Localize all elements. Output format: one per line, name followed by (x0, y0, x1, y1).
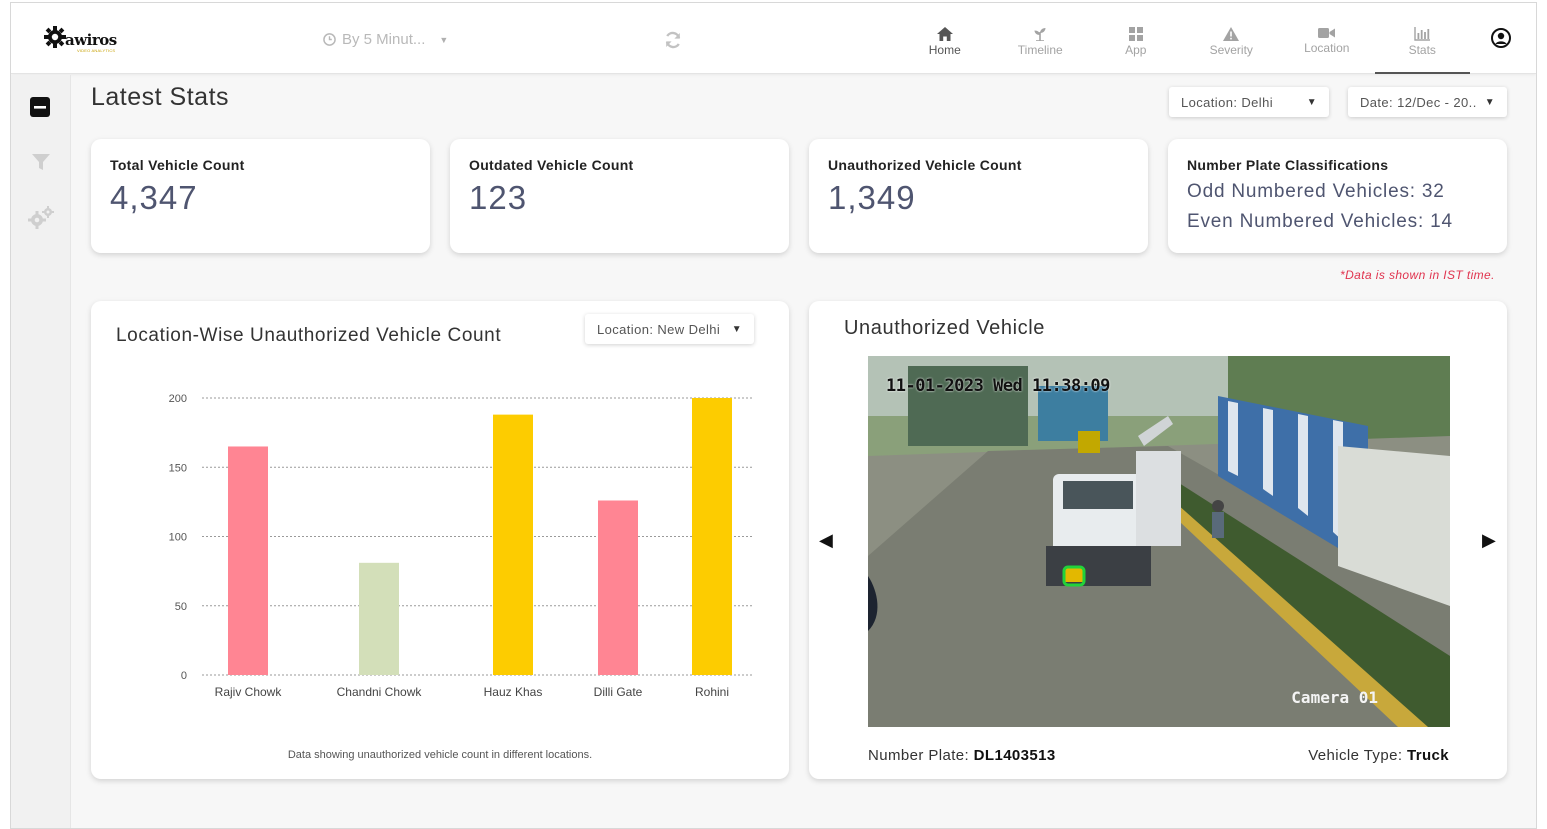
warning-icon (1223, 27, 1240, 41)
unauthorized-vehicle-value: 1,349 (828, 179, 916, 216)
total-vehicle-label: Total Vehicle Count (110, 157, 245, 173)
nav-app-label: App (1125, 43, 1147, 57)
chart-card: Location-Wise Unauthorized Vehicle Count… (91, 301, 789, 779)
sidebar (11, 75, 71, 828)
chart-caption: Data showing unauthorized vehicle count … (287, 749, 593, 761)
clock-icon (323, 33, 336, 46)
camera-snapshot: 11-01-2023 Wed 11:38:09 Camera 01 (868, 356, 1450, 727)
x-tick-label: Chandni Chowk (337, 685, 423, 699)
collapse-icon (30, 97, 50, 117)
app-window: awiros VIDEO ANALYTICS By 5 Minut... ▼ H… (10, 2, 1537, 829)
bar-chandni-chowk (359, 562, 399, 675)
logo-wordmark: awiros (65, 31, 117, 49)
vehicle-type-value: Truck (1406, 747, 1449, 764)
bar-rajiv-chowk (228, 446, 268, 675)
odd-vehicles-count: Odd Numbered Vehicles: 32 (1187, 181, 1445, 202)
y-tick-label: 100 (169, 532, 187, 544)
number-plate-info: Number Plate: DL1403513 (868, 747, 1056, 764)
chart-location-dropdown[interactable]: Location: New Delhi ▼ (585, 314, 754, 344)
chevron-down-icon: ▼ (439, 34, 449, 45)
vehicle-type-label: Vehicle Type: (1308, 747, 1403, 764)
camera-icon (1318, 28, 1336, 38)
x-tick-label: Dilli Gate (594, 685, 643, 699)
nav-stats-label: Stats (1408, 43, 1436, 57)
nav-severity-label: Severity (1209, 43, 1253, 57)
number-plate-label: Number Plate Classifications (1187, 157, 1389, 173)
date-filter-dropdown[interactable]: Date: 12/Dec - 20.. ▼ (1348, 87, 1507, 117)
outdated-vehicle-value: 123 (469, 179, 528, 216)
number-plate-card: Number Plate Classifications Odd Numbere… (1168, 139, 1507, 253)
unauthorized-vehicle-card: Unauthorized Vehicle Count 1,349 (809, 139, 1148, 253)
logo-subtext: VIDEO ANALYTICS (77, 48, 116, 53)
user-account-icon (1491, 28, 1511, 48)
even-vehicles-count: Even Numbered Vehicles: 14 (1187, 211, 1453, 232)
awiros-logo[interactable]: awiros VIDEO ANALYTICS (43, 23, 133, 57)
camera-timestamp: 11-01-2023 Wed 11:38:09 (886, 376, 1110, 396)
total-vehicle-card: Total Vehicle Count 4,347 (91, 139, 430, 253)
nav-location[interactable]: Location (1279, 3, 1375, 74)
nav-home[interactable]: Home (897, 3, 993, 74)
nav-location-label: Location (1304, 41, 1350, 55)
chevron-down-icon: ▼ (731, 323, 742, 335)
bar-chart: 0 50 100 150 200 Rajiv Chowk Chandni Chowk Hauz… (169, 393, 754, 699)
interval-label: By 5 Minut... (342, 31, 426, 48)
nav-home-label: Home (928, 43, 961, 57)
x-tick-label: Hauz Khas (484, 685, 543, 699)
y-tick-label: 150 (169, 462, 187, 474)
home-icon (936, 27, 953, 41)
page-title: Latest Stats (91, 83, 230, 111)
unauthorized-vehicle-label: Unauthorized Vehicle Count (828, 157, 1022, 173)
nav-stats[interactable]: Stats (1374, 3, 1471, 74)
y-tick-label: 200 (169, 393, 187, 405)
bar-hauz-khas (493, 414, 533, 675)
x-tick-label: Rajiv Chowk (215, 685, 283, 699)
profile-button[interactable] (1491, 28, 1511, 53)
timeline-icon (1034, 28, 1046, 41)
app-grid-icon (1128, 27, 1143, 41)
x-tick-label: Rohini (695, 685, 729, 699)
bar-rohini (692, 398, 732, 675)
stats-icon (1414, 27, 1431, 41)
interval-dropdown[interactable]: By 5 Minut... ▼ (323, 31, 448, 48)
settings-gears-icon (28, 206, 54, 229)
nav-timeline[interactable]: Timeline (993, 3, 1089, 74)
chevron-down-icon: ▼ (1484, 96, 1495, 108)
number-plate-label: Number Plate: (868, 747, 970, 764)
outdated-vehicle-label: Outdated Vehicle Count (469, 157, 634, 173)
total-vehicle-value: 4,347 (110, 179, 198, 216)
date-filter-label: Date: 12/Dec - 20.. (1360, 94, 1477, 110)
nav-timeline-label: Timeline (1017, 43, 1063, 57)
location-filter-label: Location: Delhi (1181, 94, 1273, 110)
chart-title: Location-Wise Unauthorized Vehicle Count (116, 325, 502, 346)
top-bar: awiros VIDEO ANALYTICS By 5 Minut... ▼ H… (11, 3, 1536, 74)
gear-logo-icon (44, 26, 66, 48)
timezone-note: *Data is shown in IST time. (1340, 268, 1495, 282)
nav-severity[interactable]: Severity (1184, 3, 1280, 74)
filter-icon (32, 154, 50, 170)
vehicle-type-info: Vehicle Type: Truck (1308, 747, 1449, 764)
refresh-button[interactable] (663, 30, 683, 55)
refresh-icon (665, 31, 681, 49)
unauthorized-vehicle-panel: Unauthorized Vehicle ◀ ▶ (809, 301, 1507, 779)
filter-button[interactable] (32, 153, 50, 176)
y-tick-label: 50 (175, 601, 187, 613)
location-filter-dropdown[interactable]: Location: Delhi ▼ (1169, 87, 1329, 117)
camera-scene-image (868, 356, 1450, 727)
number-plate-value: DL1403513 (973, 747, 1056, 764)
y-tick-label: 0 (181, 670, 187, 682)
previous-arrow-icon[interactable]: ◀ (819, 530, 833, 550)
nav-app[interactable]: App (1088, 3, 1184, 74)
settings-button[interactable] (27, 205, 55, 236)
main-nav: Home Timeline App (897, 3, 1470, 74)
unauthorized-vehicle-title: Unauthorized Vehicle (844, 317, 1046, 339)
chevron-down-icon: ▼ (1306, 96, 1317, 108)
camera-label: Camera 01 (1291, 688, 1378, 707)
collapse-button[interactable] (29, 96, 51, 123)
bar-dilli-gate (598, 500, 638, 675)
outdated-vehicle-card: Outdated Vehicle Count 123 (450, 139, 789, 253)
next-arrow-icon[interactable]: ▶ (1482, 530, 1496, 550)
chart-location-label: Location: New Delhi (597, 321, 721, 337)
